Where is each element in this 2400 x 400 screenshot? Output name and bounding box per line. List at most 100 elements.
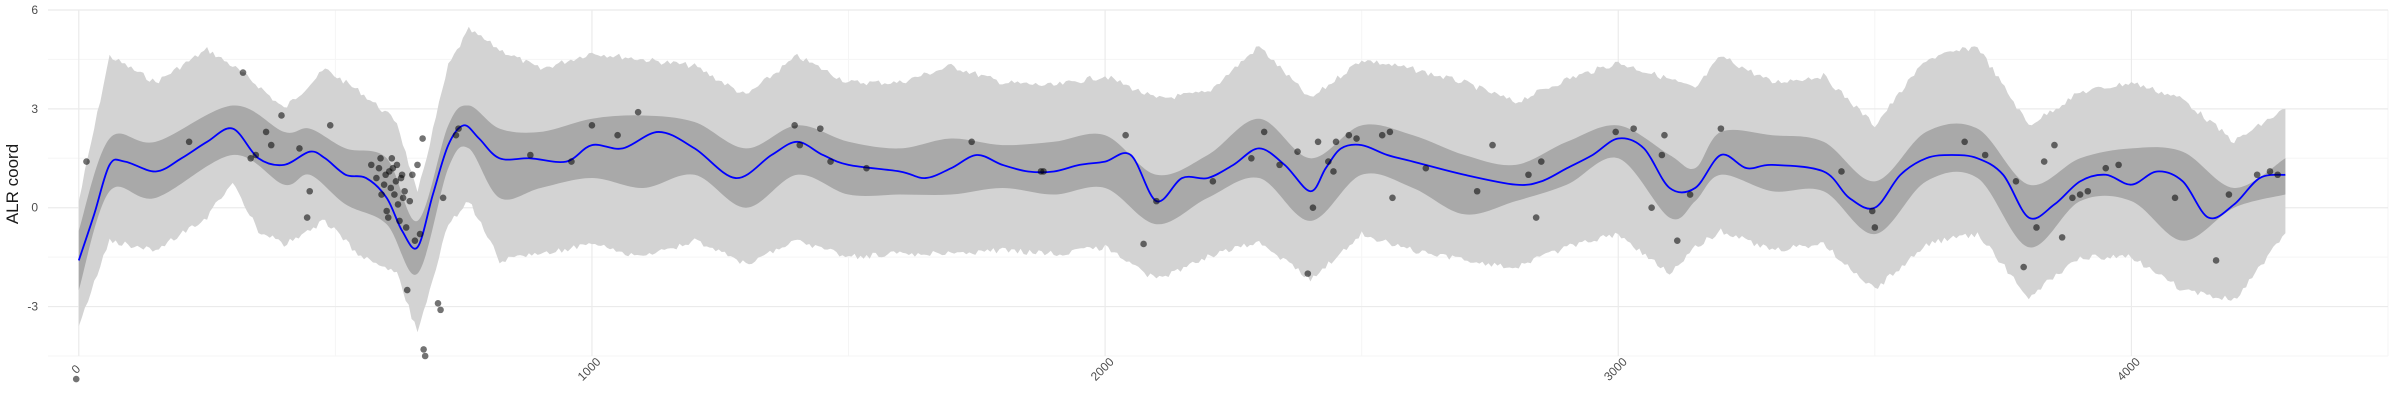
data-point	[827, 158, 834, 165]
data-point	[791, 122, 798, 129]
data-point	[1489, 141, 1496, 149]
data-point	[1389, 194, 1396, 202]
data-point	[1871, 224, 1879, 231]
data-point	[1537, 158, 1545, 165]
y-axis-title: ALR coord	[3, 144, 22, 224]
data-point	[1294, 148, 1301, 155]
data-point	[239, 69, 247, 76]
data-point	[1330, 168, 1337, 175]
data-point	[416, 230, 424, 238]
data-point	[1309, 204, 1317, 212]
data-point	[398, 171, 406, 179]
data-point	[1838, 168, 1845, 175]
data-point	[392, 178, 400, 185]
data-point	[406, 197, 414, 205]
data-point	[375, 164, 383, 172]
data-point	[393, 161, 401, 169]
data-point	[1661, 131, 1668, 139]
data-point	[1345, 131, 1353, 139]
posterior-mean-line	[77, 124, 2286, 261]
data-point	[796, 141, 804, 149]
data-point	[296, 145, 303, 152]
data-point	[396, 217, 403, 225]
data-point	[2012, 178, 2020, 185]
data-point	[403, 286, 411, 294]
data-point	[1658, 151, 1666, 159]
data-point	[262, 128, 270, 136]
data-point	[1276, 161, 1283, 169]
inner-credible-band	[78, 105, 2286, 291]
data-point	[2033, 224, 2040, 231]
data-point	[1332, 138, 1340, 146]
data-point	[1673, 237, 1681, 244]
y-tick-label: 3	[31, 102, 38, 116]
data-point	[185, 138, 193, 146]
data-point	[1153, 197, 1160, 205]
data-point	[2266, 168, 2274, 175]
y-axis-tick-labels: -3 0 3 6	[27, 3, 38, 314]
data-point	[1386, 128, 1394, 136]
data-point	[1260, 128, 1268, 136]
data-point	[568, 158, 575, 165]
data-point	[420, 346, 427, 353]
data-point	[380, 181, 388, 188]
data-point	[1378, 131, 1386, 139]
data-point	[367, 161, 375, 169]
data-point	[1422, 164, 1430, 172]
data-point	[1612, 128, 1619, 136]
data-point	[2253, 171, 2261, 179]
data-point	[2020, 263, 2027, 271]
data-point	[414, 161, 421, 169]
y-tick-label: -3	[27, 300, 38, 314]
data-point	[1314, 138, 1322, 146]
data-point	[1353, 135, 1360, 142]
data-point	[306, 187, 314, 195]
data-point	[634, 108, 642, 116]
data-point	[1525, 171, 1532, 179]
data-point	[1630, 125, 1637, 132]
data-point	[378, 191, 385, 198]
data-point	[72, 375, 80, 383]
data-point	[1868, 207, 1876, 215]
data-point	[373, 174, 380, 182]
data-point	[1325, 158, 1332, 165]
data-point	[1248, 154, 1255, 162]
data-point	[527, 151, 534, 159]
data-point	[2069, 194, 2076, 202]
data-point	[267, 141, 275, 149]
data-point	[421, 352, 429, 360]
data-point	[247, 154, 254, 162]
data-point	[2171, 194, 2179, 202]
data-point	[2058, 234, 2066, 241]
data-point	[1717, 125, 1725, 132]
data-point	[1122, 131, 1129, 139]
data-point	[419, 135, 426, 142]
data-point	[1209, 178, 1217, 185]
data-point	[387, 184, 395, 192]
data-point	[968, 138, 975, 146]
y-tick-label: 0	[31, 201, 38, 215]
data-point	[1532, 214, 1540, 221]
data-point	[383, 207, 390, 215]
confidence-bands	[78, 26, 2286, 333]
data-point	[863, 164, 870, 172]
data-point	[409, 171, 416, 179]
data-point	[384, 214, 392, 221]
data-point	[455, 125, 462, 132]
data-point	[83, 158, 90, 165]
data-point	[388, 154, 396, 162]
y-tick-label: 6	[31, 3, 38, 17]
data-point	[2212, 257, 2220, 264]
data-point	[1961, 138, 1968, 146]
data-point	[2076, 191, 2084, 198]
data-point	[394, 201, 402, 208]
data-point	[614, 131, 621, 139]
data-point	[1473, 187, 1481, 195]
data-point	[2084, 187, 2092, 195]
data-point	[2225, 191, 2233, 198]
data-point	[817, 125, 824, 132]
data-point	[2115, 161, 2122, 169]
data-point	[2051, 141, 2058, 149]
data-point	[402, 224, 410, 231]
